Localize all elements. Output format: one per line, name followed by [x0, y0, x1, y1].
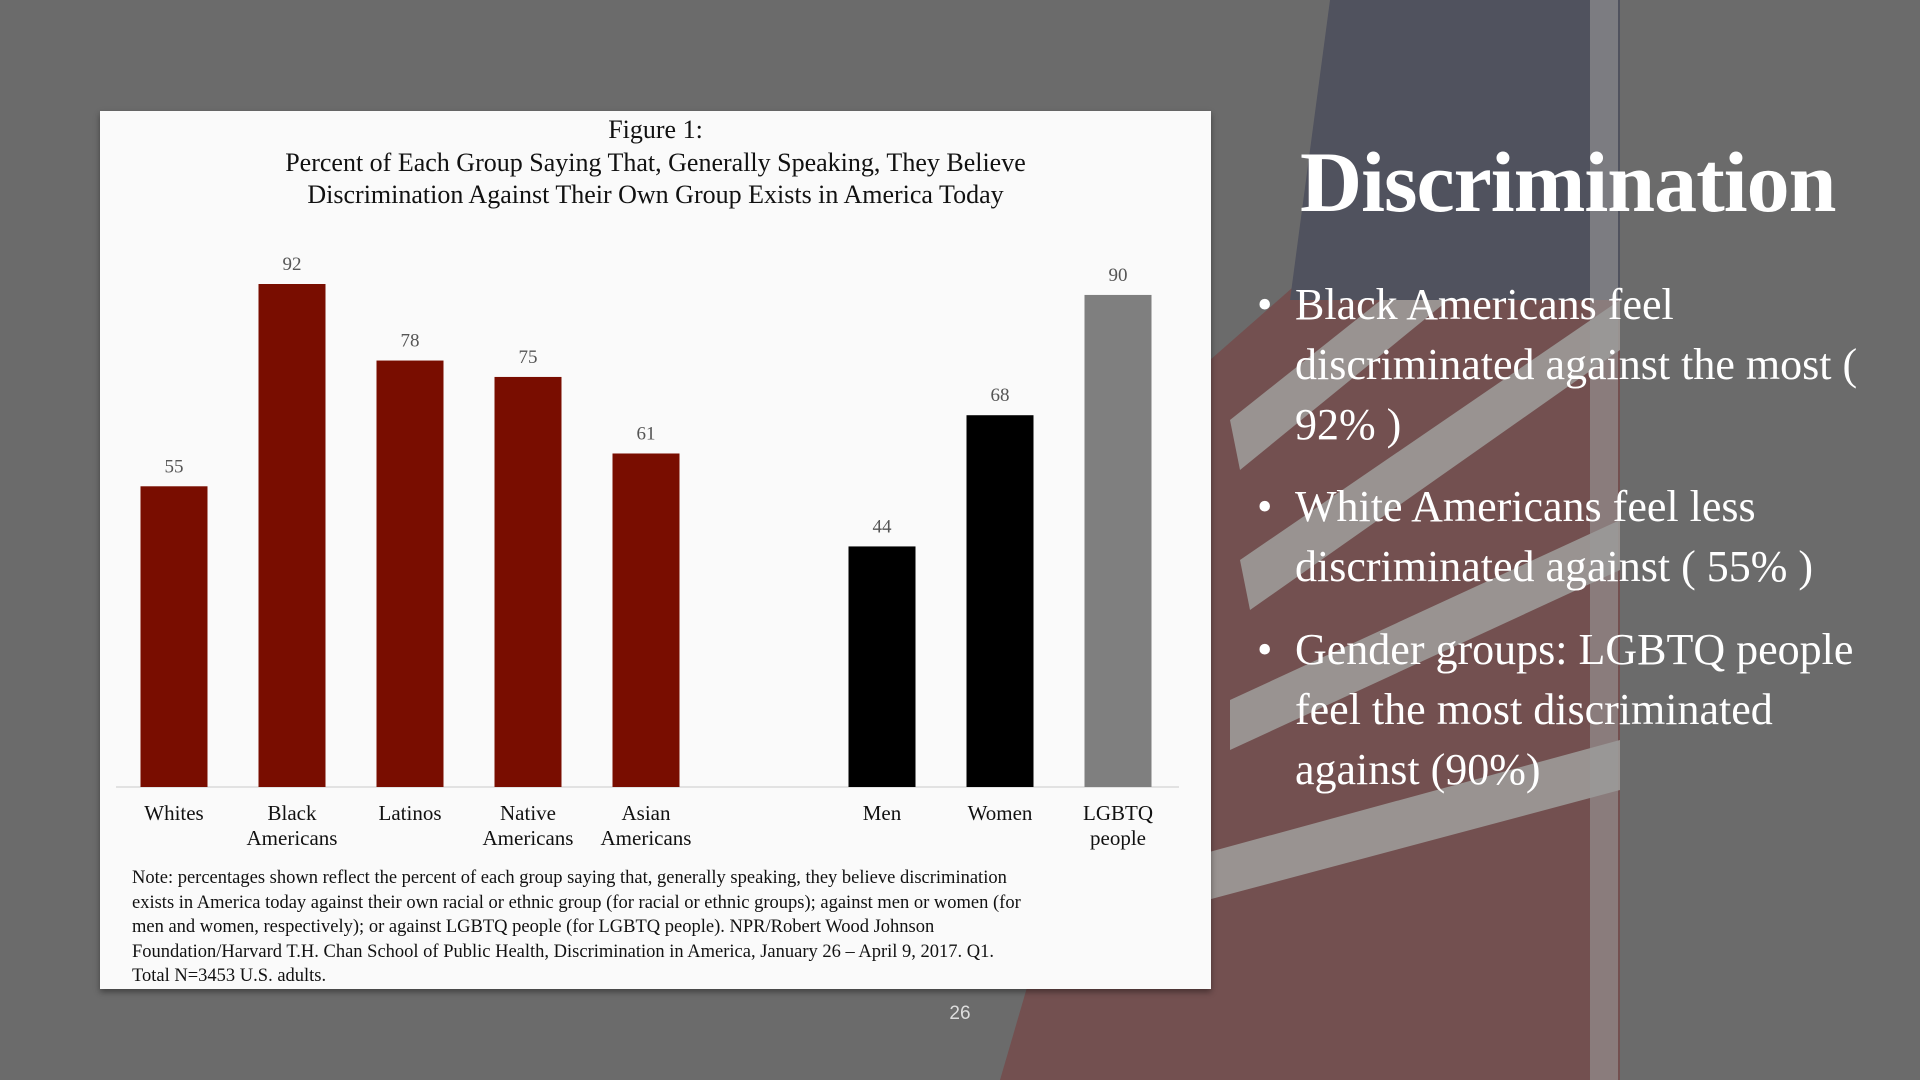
chart-card: Whites 55 Black Americans 92 Latinos 78 Native A…: [100, 111, 1211, 989]
x-tick-label: Latinos: [379, 801, 442, 825]
bar: [376, 360, 444, 787]
bar: [258, 284, 326, 787]
bar: [848, 546, 916, 787]
x-tick-label: Whites: [144, 801, 203, 825]
x-tick-label: Men: [863, 801, 902, 825]
bar: [966, 415, 1034, 787]
bar: [1084, 294, 1152, 787]
value-label: 92: [283, 254, 302, 275]
chart-subtitle: Percent of Each Group Saying That, Gener…: [285, 148, 1026, 209]
bar: [494, 376, 562, 787]
x-tick-label: Asian Americans: [601, 801, 692, 850]
value-label: 61: [637, 423, 656, 444]
x-tick-label: Black Americans: [247, 801, 338, 850]
slide-title: Discrimination: [1300, 134, 1836, 230]
bullet: White Americans feel less discriminated …: [1257, 477, 1905, 597]
bullet: Black Americans feel discriminated again…: [1257, 275, 1905, 455]
chart-note: Note: percentages shown reflect the perc…: [132, 868, 1021, 987]
x-tick-label: Native Americans: [483, 801, 574, 850]
page-number: 26: [949, 1003, 971, 1024]
bar: [612, 453, 680, 787]
chart: Whites 55 Black Americans 92 Latinos 78 Native A…: [116, 254, 1179, 850]
x-tick-label: LGBTQ people: [1083, 801, 1153, 850]
bullet: Gender groups: LGBTQ people feel the mos…: [1257, 620, 1905, 800]
value-label: 90: [1109, 265, 1128, 286]
value-label: 78: [401, 331, 420, 352]
value-label: 44: [873, 516, 893, 537]
x-tick-label: Women: [968, 801, 1033, 825]
value-label: 55: [165, 456, 184, 477]
chart-title: Figure 1:: [608, 115, 703, 144]
value-label: 75: [519, 347, 538, 368]
value-label: 68: [991, 385, 1010, 406]
bar: [140, 486, 208, 787]
